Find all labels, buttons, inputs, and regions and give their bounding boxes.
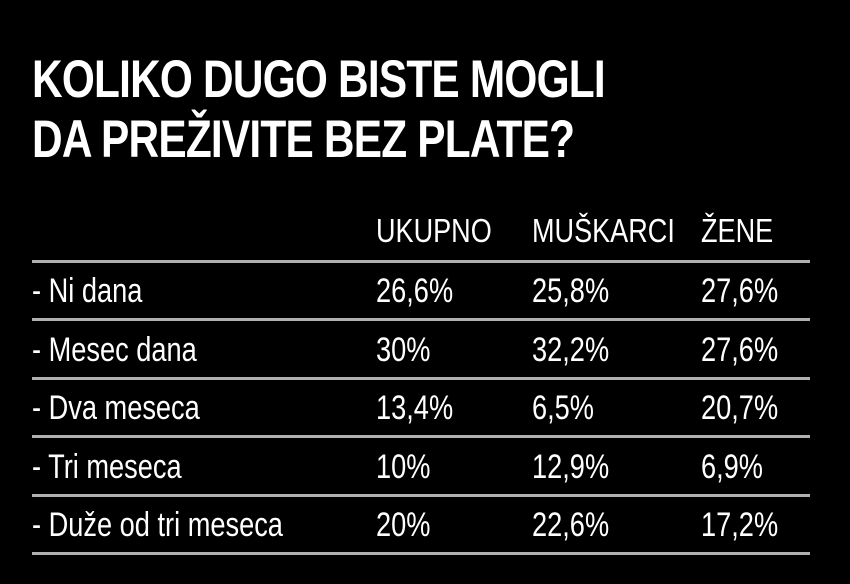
- cell-total: 13,4%: [376, 389, 454, 427]
- row-label: - Ni dana: [32, 272, 143, 310]
- chart-title: KOLIKO DUGO BISTE MOGLI DA PREŽIVITE BEZ…: [32, 50, 672, 170]
- divider: [32, 494, 810, 497]
- cell-men: 25,8%: [532, 272, 610, 310]
- title-line-2: DA PREŽIVITE BEZ PLATE?: [32, 110, 575, 169]
- cell-total: 10%: [376, 448, 431, 486]
- cell-women: 20,7%: [701, 389, 779, 427]
- cell-men: 32,2%: [532, 331, 610, 369]
- column-header-women: ŽENE: [701, 212, 774, 249]
- cell-men: 22,6%: [532, 506, 610, 544]
- divider: [32, 435, 810, 438]
- cell-women: 27,6%: [701, 272, 779, 310]
- divider: [32, 552, 810, 555]
- row-label: - Dva meseca: [32, 389, 200, 427]
- row-label: - Mesec dana: [32, 331, 197, 369]
- divider: [32, 318, 810, 321]
- divider: [32, 377, 810, 380]
- cell-men: 12,9%: [532, 448, 610, 486]
- cell-total: 20%: [376, 506, 431, 544]
- column-header-men: MUŠKARCI: [532, 212, 675, 249]
- row-label: - Duže od tri meseca: [32, 506, 283, 544]
- cell-women: 27,6%: [701, 331, 779, 369]
- column-header-total: UKUPNO: [376, 212, 492, 249]
- divider: [32, 260, 810, 263]
- cell-men: 6,5%: [532, 389, 594, 427]
- title-line-1: KOLIKO DUGO BISTE MOGLI: [32, 50, 606, 109]
- row-label: - Tri meseca: [32, 448, 182, 486]
- cell-women: 17,2%: [701, 506, 779, 544]
- cell-women: 6,9%: [701, 448, 763, 486]
- cell-total: 30%: [376, 331, 431, 369]
- cell-total: 26,6%: [376, 272, 454, 310]
